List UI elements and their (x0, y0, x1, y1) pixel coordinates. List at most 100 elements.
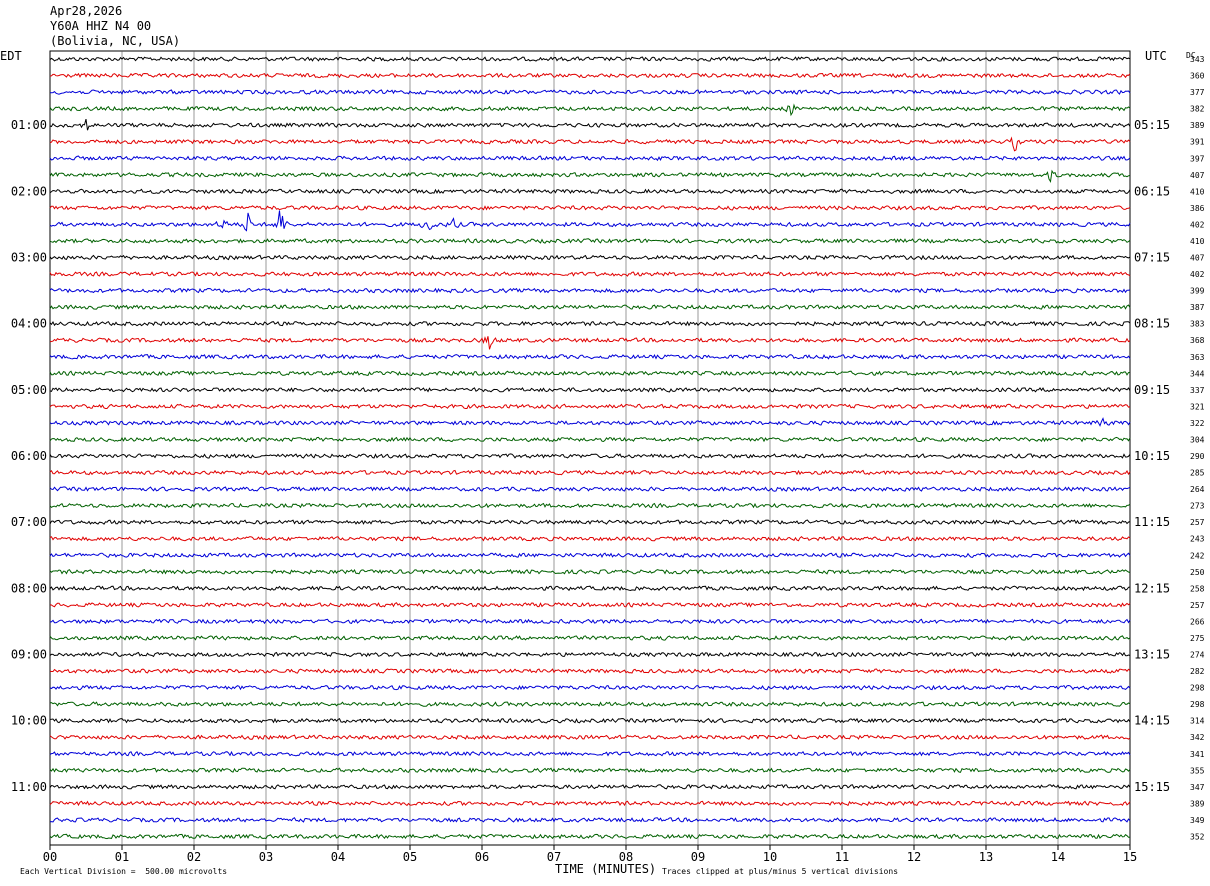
plot-frame (49, 50, 1131, 846)
trace-row (49, 304, 1131, 310)
trace-row (49, 833, 1130, 840)
trace-row (49, 502, 1131, 509)
left-hour-label: 05:00 (11, 383, 47, 397)
trace-row (49, 336, 1131, 350)
trace-row (49, 453, 1131, 459)
left-hour-label: 01:00 (11, 118, 47, 132)
right-hour-label: 07:15 (1134, 251, 1170, 265)
right-hour-label: 06:15 (1134, 184, 1170, 198)
trace-row (49, 56, 1131, 62)
trace-row (49, 635, 1131, 641)
x-tick-label: 13 (979, 850, 993, 864)
trace-row (49, 602, 1131, 608)
right-hour-label: 09:15 (1134, 383, 1170, 397)
dc-offset-value: 355 (1190, 766, 1205, 775)
dc-offset-value: 264 (1190, 485, 1205, 494)
dc-offset-value: 389 (1190, 121, 1205, 130)
trace-row (49, 287, 1131, 294)
x-tick-label: 08 (619, 850, 633, 864)
trace-row (49, 668, 1131, 674)
header-location: (Bolivia, NC, USA) (50, 34, 181, 48)
trace-row (49, 320, 1131, 327)
x-tick-label: 02 (187, 850, 201, 864)
trace-row (49, 436, 1131, 443)
x-tick-label: 03 (259, 850, 273, 864)
right-hour-label: 08:15 (1134, 317, 1170, 331)
trace-row (49, 417, 1131, 427)
trace-row (49, 469, 1131, 476)
dc-offset-value: 274 (1190, 651, 1205, 660)
trace-row (49, 387, 1131, 393)
dc-offset-value: 257 (1190, 518, 1205, 527)
dc-offset-value: 389 (1190, 799, 1205, 808)
left-hour-label: 03:00 (11, 251, 47, 265)
left-hour-label: 09:00 (11, 648, 47, 662)
trace-row (49, 118, 1131, 131)
dc-offset-value: 322 (1190, 419, 1205, 428)
dc-offset-value: 298 (1190, 700, 1205, 709)
trace-row (49, 89, 1131, 95)
left-timezone-label: EDT (0, 49, 22, 63)
right-hour-label: 11:15 (1134, 515, 1170, 529)
header-station: Y60A HHZ N4 00 (50, 19, 152, 33)
dc-offset-value: 243 (1190, 535, 1205, 544)
x-tick-label: 09 (691, 850, 705, 864)
left-hour-label: 08:00 (11, 581, 47, 595)
trace-row (49, 254, 1131, 261)
dc-offset-value: 282 (1190, 667, 1205, 676)
dc-offset-value: 342 (1190, 733, 1205, 742)
dc-offset-value: 321 (1190, 402, 1205, 411)
dc-offset-value: 402 (1190, 220, 1205, 229)
x-tick-label: 01 (115, 850, 129, 864)
left-hour-label: 04:00 (11, 317, 47, 331)
dc-offset-value: 387 (1190, 303, 1205, 312)
trace-row (49, 188, 1131, 195)
dc-offset-value: 402 (1190, 270, 1205, 279)
dc-offset-value: 257 (1190, 601, 1205, 610)
dc-offset-value: 337 (1190, 386, 1205, 395)
left-hour-label: 07:00 (11, 515, 47, 529)
right-hour-label: 05:15 (1134, 118, 1170, 132)
dc-offset-value: 344 (1190, 369, 1205, 378)
dc-offset-value: 266 (1190, 617, 1205, 626)
dc-offset-value: 298 (1190, 684, 1205, 693)
trace-row (49, 210, 1131, 232)
trace-row (49, 519, 1131, 525)
left-hour-label: 11:00 (11, 780, 47, 794)
left-hour-label: 02:00 (11, 184, 47, 198)
x-tick-label: 05 (403, 850, 417, 864)
dc-offset-value: 242 (1190, 551, 1205, 560)
trace-row (49, 136, 1131, 152)
dc-offset-value: 410 (1190, 187, 1205, 196)
x-tick-label: 07 (547, 850, 561, 864)
trace-row (49, 734, 1131, 740)
trace-row (49, 155, 1131, 162)
x-tick-label: 04 (331, 850, 345, 864)
dc-offset-value: 386 (1190, 204, 1205, 213)
trace-row (49, 354, 1131, 360)
x-tick-label: 15 (1123, 850, 1137, 864)
trace-row (49, 486, 1131, 492)
right-hour-label: 13:15 (1134, 648, 1170, 662)
dc-offset-value: 347 (1190, 783, 1205, 792)
right-hour-label: 12:15 (1134, 581, 1170, 595)
right-hour-label: 10:15 (1134, 449, 1170, 463)
trace-row (49, 784, 1131, 790)
dc-offset-value: 258 (1190, 584, 1205, 593)
dc-offset-value: 363 (1190, 353, 1205, 362)
x-tick-label: 12 (907, 850, 921, 864)
header-date: Apr28,2026 (50, 4, 123, 18)
x-tick-label: 14 (1051, 850, 1065, 864)
dc-offset-value: 275 (1190, 634, 1205, 643)
clip-note: Traces clipped at plus/minus 5 vertical … (662, 867, 899, 876)
trace-row (49, 370, 1131, 377)
trace-row (49, 701, 1131, 707)
x-axis-title: TIME (MINUTES) (555, 862, 657, 876)
dc-offset-value: 304 (1190, 435, 1205, 444)
trace-row (49, 569, 1131, 575)
trace-row (49, 800, 1131, 807)
trace-row (49, 205, 1131, 211)
trace-row (49, 817, 1131, 823)
trace-row (49, 717, 1131, 724)
